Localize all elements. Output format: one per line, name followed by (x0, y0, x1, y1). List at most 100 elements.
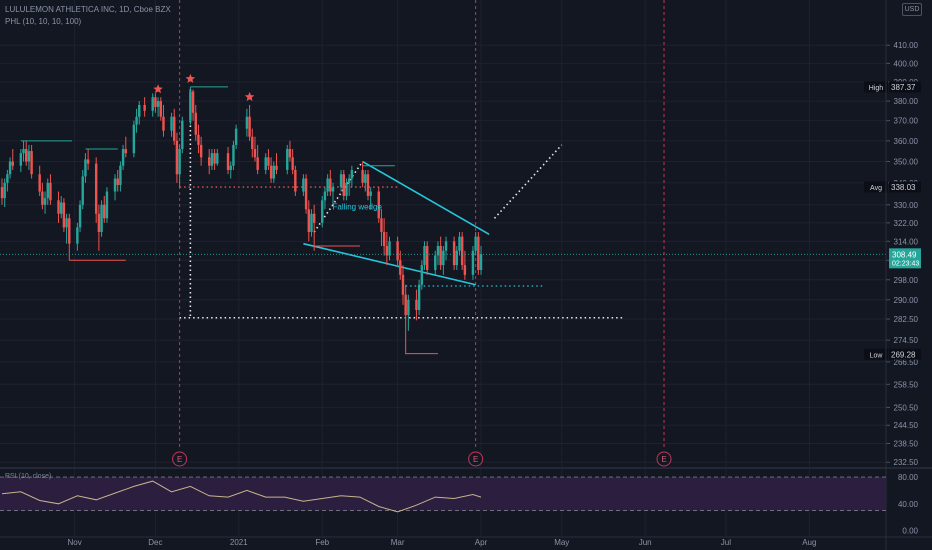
price-label-tag: Low (870, 352, 884, 359)
candle-body (11, 161, 14, 166)
candle (84, 153, 87, 183)
candle (229, 161, 232, 179)
candle (154, 93, 157, 113)
candle (388, 236, 391, 261)
candle-body (291, 157, 294, 170)
candle-body (463, 265, 467, 275)
x-tick-label: May (554, 538, 569, 547)
candle (417, 279, 421, 316)
breakout-projection-line (493, 144, 563, 219)
candle (326, 174, 329, 196)
candle (97, 204, 101, 251)
candle (458, 232, 461, 256)
candle (116, 169, 119, 192)
candle-body (94, 163, 98, 214)
y-tick-label: 258.50 (894, 380, 919, 389)
indicator-title: PHL (10, 10, 10, 100) (5, 17, 82, 26)
candle (119, 161, 122, 192)
candle (210, 149, 214, 170)
candle-body (369, 191, 372, 196)
candle-body (43, 198, 47, 205)
candle (25, 140, 28, 166)
candle (380, 209, 383, 247)
candle (100, 200, 103, 237)
candle-body (41, 191, 44, 205)
candle (86, 149, 90, 170)
candle-body (208, 157, 211, 166)
candle-body (417, 284, 421, 310)
candle (38, 165, 41, 196)
candle-body (181, 120, 184, 150)
y-tick-label: 350.00 (894, 158, 919, 167)
candle-body (248, 116, 251, 137)
candle (256, 144, 259, 175)
candle-body (312, 213, 316, 223)
candle (444, 236, 448, 261)
candle (30, 144, 33, 179)
candle (321, 195, 324, 228)
candle (199, 136, 203, 166)
candle-body (269, 165, 273, 179)
candle-body (474, 236, 477, 251)
candle (105, 187, 109, 223)
last-price-bg (889, 248, 921, 269)
candle (407, 294, 410, 331)
candle-body (477, 236, 480, 270)
candle-body (264, 157, 267, 170)
x-tick-label: Mar (391, 538, 405, 547)
candle-body (307, 209, 310, 233)
candle-body (76, 227, 79, 244)
candle-body (197, 134, 200, 145)
candle-body (366, 174, 370, 196)
candle (162, 104, 165, 137)
price-label-avg: Avg 338.03 (864, 181, 921, 193)
candle (226, 146, 230, 175)
peak-star-icon (153, 84, 163, 94)
peak-star-icon (185, 73, 196, 83)
candle (27, 144, 31, 170)
candle-body (272, 165, 276, 179)
candle (103, 195, 106, 223)
candle (272, 161, 276, 183)
candle (232, 140, 235, 170)
earnings-label: E (661, 455, 666, 464)
currency-badge[interactable]: USD (902, 3, 922, 16)
candle (143, 97, 146, 117)
candle-body (396, 241, 399, 261)
x-tick-label: Apr (475, 538, 488, 547)
candle (173, 108, 176, 145)
candle-body (329, 178, 332, 192)
candle-body (288, 149, 292, 158)
candle-body (304, 178, 308, 210)
price-label-tag-bg (864, 81, 888, 93)
candle (361, 161, 364, 188)
price-label-value-bg (889, 81, 921, 93)
candle (175, 132, 179, 183)
candle (460, 232, 464, 270)
candle (267, 149, 270, 170)
candle-body (455, 250, 459, 266)
candle (442, 246, 445, 275)
candle-body (84, 159, 87, 177)
peak-star-icon (244, 91, 255, 101)
candle (124, 136, 128, 158)
candle-body (226, 153, 230, 170)
candle-body (210, 153, 214, 166)
candle-body (159, 101, 162, 117)
candle-body (382, 232, 386, 247)
candle (251, 128, 254, 158)
candles (0, 86, 483, 355)
candle-body (138, 104, 141, 117)
candle (291, 149, 294, 175)
candle (245, 108, 249, 137)
candle (369, 187, 372, 210)
candle (62, 198, 66, 233)
candle (399, 250, 402, 280)
candle (323, 187, 327, 210)
candle (208, 149, 211, 175)
candle (8, 157, 12, 179)
y-tick-label: 232.50 (894, 458, 919, 467)
candle (463, 250, 467, 280)
wedge-upper-line (362, 160, 490, 236)
